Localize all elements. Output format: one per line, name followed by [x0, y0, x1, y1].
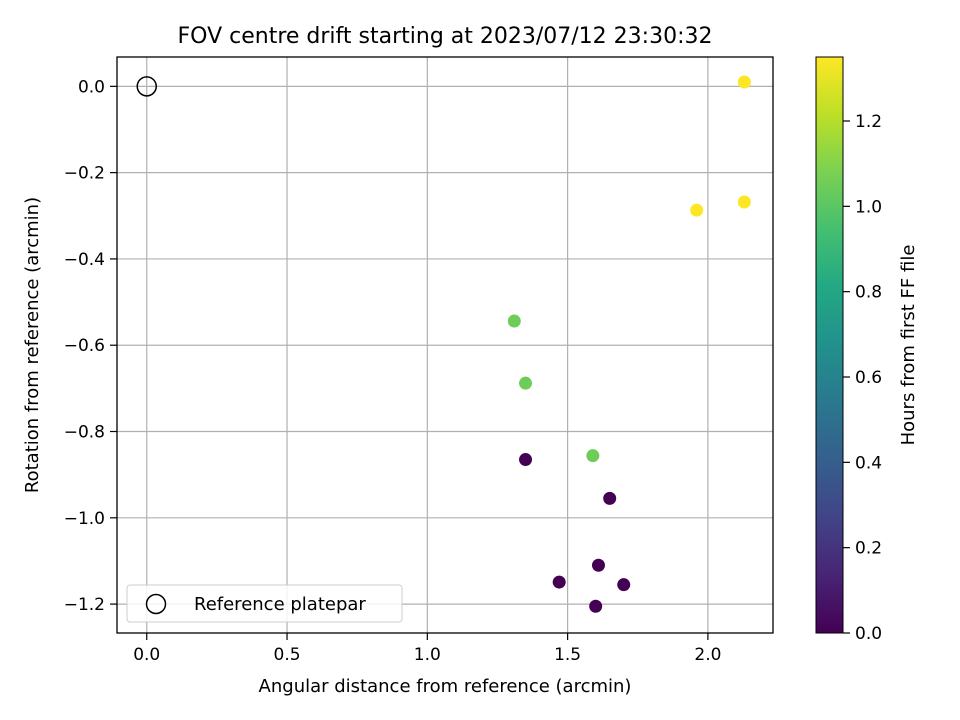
x-tick-label: 0.0: [133, 645, 160, 665]
colorbar-tick-label: 0.8: [855, 283, 882, 303]
y-tick-label: −0.6: [64, 336, 105, 356]
data-point: [519, 376, 533, 390]
colorbar-tick-label: 0.2: [855, 539, 882, 559]
x-axis-ticks: 0.0 0.5 1.0 1.5 2.0: [133, 633, 721, 665]
colorbar-ticks: 0.0 0.2 0.4 0.6 0.8 1.0 1.2: [843, 112, 882, 644]
colorbar-tick-label: 1.2: [855, 112, 882, 132]
grid: [117, 57, 773, 633]
colorbar-gradient: [815, 56, 844, 634]
y-axis-label: Rotation from reference (arcmin): [22, 197, 43, 493]
legend: Reference platepar: [126, 584, 403, 623]
y-tick-label: −0.2: [64, 164, 105, 184]
colorbar-tick-label: 0.0: [855, 624, 882, 644]
data-point: [507, 314, 521, 328]
y-tick-label: −0.4: [64, 250, 105, 270]
y-axis-ticks: 0.0 −0.2 −0.4 −0.6 −0.8 −1.0 −1.2: [64, 77, 117, 615]
data-point: [591, 558, 605, 572]
data-point: [589, 599, 603, 613]
y-tick-label: −1.2: [64, 595, 105, 615]
data-point: [586, 449, 600, 463]
y-tick-label: 0.0: [78, 77, 105, 97]
colorbar-tick-label: 0.4: [855, 453, 882, 473]
x-axis-label: Angular distance from reference (arcmin): [259, 676, 632, 697]
reference-platepar-marker: [136, 76, 157, 97]
colorbar-label: Hours from first FF file: [898, 245, 919, 446]
x-tick-label: 0.5: [274, 645, 301, 665]
x-tick-label: 1.0: [414, 645, 441, 665]
colorbar-tick-label: 0.6: [855, 368, 882, 388]
x-tick-label: 1.5: [554, 645, 581, 665]
legend-box: [126, 584, 403, 623]
data-point: [617, 578, 631, 592]
legend-label-reference: Reference platepar: [194, 594, 366, 615]
data-point: [519, 453, 533, 467]
data-point: [603, 491, 617, 505]
data-point: [737, 195, 751, 209]
data-point: [737, 75, 751, 89]
chart-title: FOV centre drift starting at 2023/07/12 …: [178, 24, 713, 49]
reference-marker-group: [136, 76, 157, 97]
y-tick-label: −1.0: [64, 509, 105, 529]
legend-marker: [145, 593, 167, 615]
colorbar-tick-label: 1.0: [855, 197, 882, 217]
data-point: [690, 203, 704, 217]
x-tick-label: 2.0: [694, 645, 721, 665]
y-tick-label: −0.8: [64, 423, 105, 443]
colorbar: 0.0 0.2 0.4 0.6 0.8 1.0 1.2 Hours from first F…: [815, 56, 919, 644]
data-point: [552, 575, 566, 589]
data-points: [507, 75, 751, 613]
